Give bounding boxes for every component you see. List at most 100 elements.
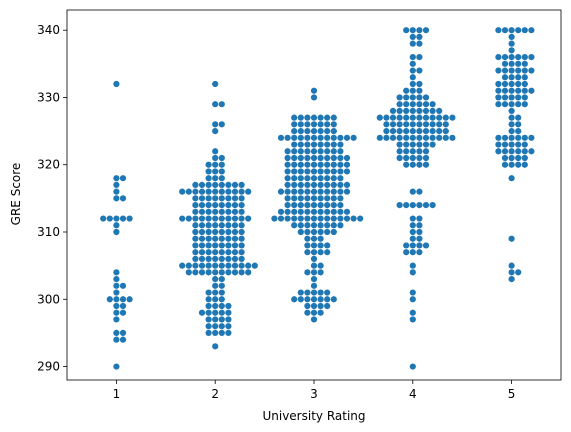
- data-point: [310, 235, 318, 242]
- data-point: [251, 262, 258, 269]
- data-point: [317, 201, 324, 209]
- data-point: [245, 215, 252, 222]
- data-point: [508, 67, 515, 74]
- data-point: [106, 215, 113, 222]
- data-point: [409, 242, 416, 249]
- data-point: [528, 27, 535, 34]
- data-point: [324, 188, 331, 195]
- data-point: [416, 121, 423, 128]
- data-point: [501, 134, 509, 141]
- data-point: [409, 269, 416, 276]
- data-point: [297, 181, 304, 189]
- data-point: [416, 127, 423, 135]
- data-point: [291, 121, 298, 128]
- data-point: [501, 60, 509, 67]
- data-point: [218, 154, 225, 162]
- data-point: [304, 161, 311, 168]
- data-point: [100, 215, 107, 222]
- data-point: [416, 235, 423, 242]
- data-point: [310, 127, 318, 135]
- data-point: [218, 121, 225, 128]
- data-point: [324, 208, 331, 215]
- data-point: [337, 215, 344, 222]
- data-point: [304, 302, 311, 310]
- data-point: [212, 255, 219, 263]
- data-point: [403, 148, 410, 155]
- data-point: [291, 195, 298, 202]
- data-point: [284, 188, 291, 195]
- data-point: [317, 262, 324, 269]
- data-point: [317, 302, 324, 310]
- data-point: [409, 222, 416, 229]
- data-point: [284, 175, 291, 182]
- data-point: [515, 148, 522, 155]
- data-point: [238, 215, 245, 222]
- data-point: [521, 101, 528, 108]
- data-point: [212, 161, 219, 168]
- x-axis-label: University Rating: [262, 409, 365, 423]
- data-point: [508, 148, 515, 155]
- data-point: [508, 40, 515, 47]
- data-points: [100, 27, 535, 370]
- data-point: [317, 222, 324, 229]
- data-point: [317, 127, 324, 135]
- data-point: [324, 148, 331, 155]
- data-point: [416, 101, 423, 108]
- data-point: [225, 228, 232, 236]
- data-point: [403, 94, 410, 101]
- data-point: [409, 60, 416, 67]
- data-point: [205, 323, 212, 330]
- data-point: [515, 121, 522, 128]
- data-point: [212, 215, 219, 222]
- data-point: [304, 148, 311, 155]
- data-point: [284, 161, 291, 168]
- data-point: [422, 114, 430, 121]
- data-point: [310, 201, 318, 209]
- data-point: [198, 215, 206, 222]
- data-point: [205, 208, 212, 215]
- data-point: [212, 228, 219, 236]
- data-point: [310, 275, 318, 283]
- data-point: [422, 107, 430, 115]
- data-point: [515, 60, 522, 67]
- data-point: [436, 121, 443, 128]
- data-point: [113, 329, 120, 337]
- data-point: [310, 87, 318, 94]
- data-point: [324, 242, 331, 249]
- data-point: [205, 181, 212, 189]
- data-point: [310, 242, 318, 249]
- data-point: [409, 74, 416, 81]
- data-point: [515, 114, 522, 121]
- data-point: [225, 222, 232, 229]
- data-point: [330, 228, 337, 236]
- data-point: [119, 175, 127, 182]
- data-point: [198, 181, 206, 189]
- data-point: [310, 255, 318, 263]
- data-point: [310, 208, 318, 215]
- data-point: [205, 228, 212, 236]
- data-point: [238, 195, 245, 202]
- data-point: [376, 114, 383, 121]
- data-point: [310, 175, 318, 182]
- data-point: [416, 201, 423, 209]
- data-point: [238, 222, 245, 229]
- data-point: [284, 154, 291, 162]
- data-point: [528, 148, 535, 155]
- data-point: [442, 127, 449, 135]
- data-point: [218, 161, 225, 168]
- data-point: [521, 27, 528, 34]
- data-point: [515, 80, 522, 88]
- data-point: [528, 134, 535, 141]
- data-point: [317, 114, 324, 121]
- data-point: [442, 114, 449, 121]
- data-point: [310, 309, 318, 316]
- data-point: [192, 201, 199, 209]
- data-point: [297, 134, 304, 141]
- data-point: [212, 201, 219, 209]
- data-point: [521, 53, 528, 61]
- x-tick-label: 4: [409, 387, 417, 401]
- data-point: [324, 134, 331, 141]
- data-point: [409, 127, 416, 135]
- data-point: [212, 148, 219, 155]
- data-point: [409, 53, 416, 61]
